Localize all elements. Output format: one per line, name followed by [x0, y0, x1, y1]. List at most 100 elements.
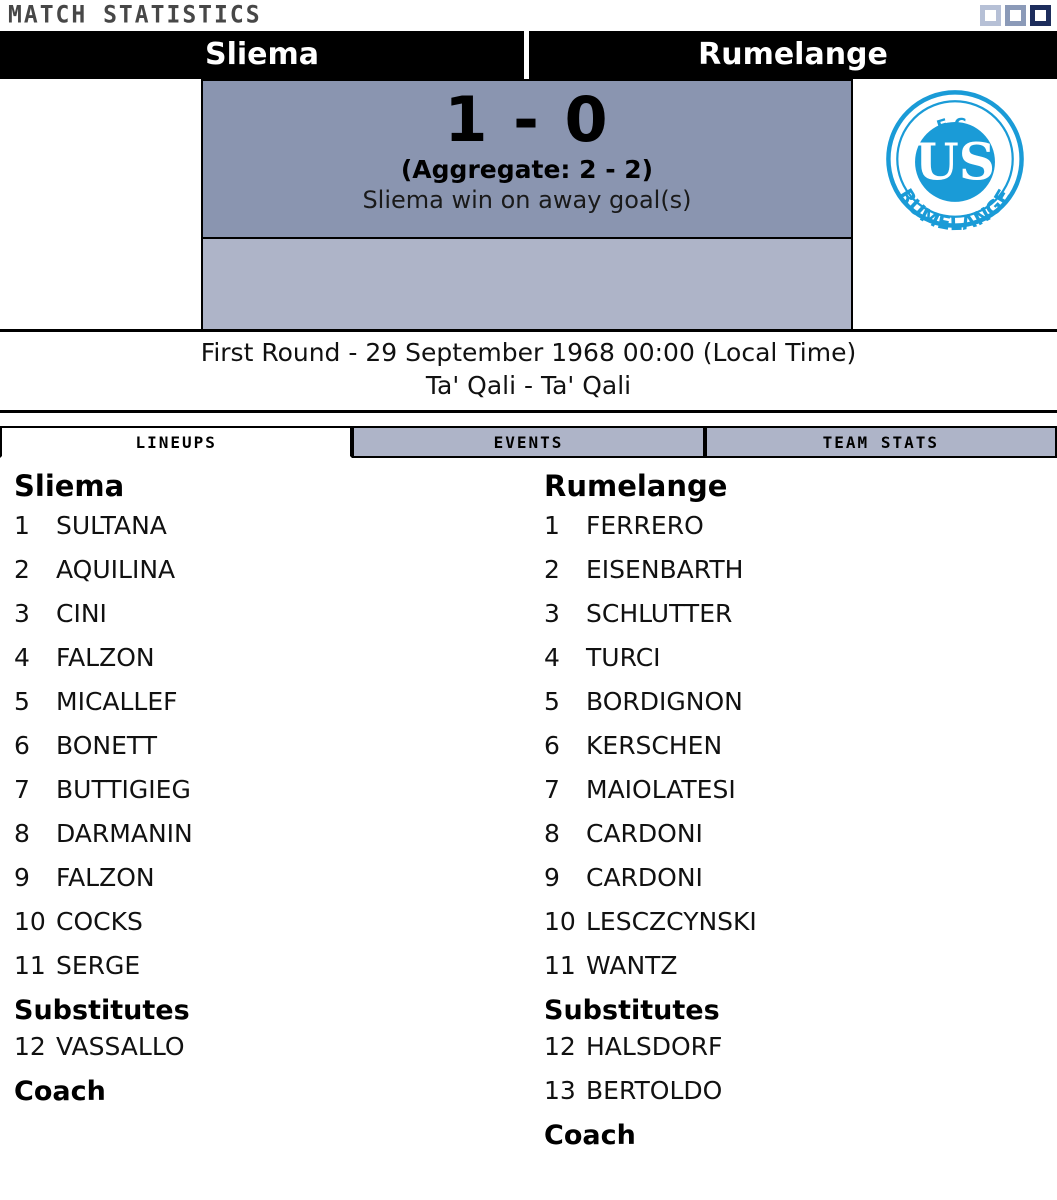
home-substitutes-heading: Substitutes [14, 995, 190, 1026]
list-item[interactable]: 6 BONETT [14, 733, 528, 758]
player-name: TURCI [586, 643, 661, 672]
home-lineup-column: Sliema 1 SULTANA 2 AQUILINA 3 CINI 4 FAL… [0, 472, 528, 1159]
player-number: 8 [14, 819, 30, 848]
player-number: 8 [544, 819, 560, 848]
player-number: 10 [544, 907, 576, 936]
list-item[interactable]: 6 KERSCHEN [544, 733, 1056, 758]
home-starters-list: 1 SULTANA 2 AQUILINA 3 CINI 4 FALZON 5 M… [14, 513, 528, 978]
home-substitutes-list: 12 VASSALLO [14, 1034, 528, 1059]
player-name: MICALLEF [56, 687, 178, 716]
player-name: EISENBARTH [586, 555, 744, 584]
list-item[interactable]: 12 HALSDORF [544, 1034, 1056, 1059]
list-item[interactable]: 9 CARDONI [544, 865, 1056, 890]
player-number: 12 [14, 1032, 46, 1061]
player-number: 2 [14, 555, 30, 584]
player-name: FALZON [56, 643, 155, 672]
player-name: HALSDORF [586, 1032, 723, 1061]
player-number: 5 [544, 687, 560, 716]
list-item[interactable]: 5 MICALLEF [14, 689, 528, 714]
tab-lineups[interactable]: LINEUPS [0, 426, 353, 458]
player-number: 10 [14, 907, 46, 936]
away-lineup-heading: Rumelange [544, 469, 728, 503]
window-controls [980, 5, 1051, 26]
list-item[interactable]: 7 BUTTIGIEG [14, 777, 528, 802]
match-round-date: First Round - 29 September 1968 00:00 (L… [200, 338, 857, 367]
player-name: CARDONI [586, 819, 703, 848]
player-number: 3 [14, 599, 30, 628]
scoreboard: 1 - 0 (Aggregate: 2 - 2) Sliema win on a… [0, 79, 1057, 329]
minimize-button[interactable] [980, 5, 1001, 26]
tab-events[interactable]: EVENTS [352, 426, 705, 458]
away-coach-heading: Coach [544, 1120, 636, 1151]
player-number: 9 [544, 863, 560, 892]
score-main: 1 - 0 (Aggregate: 2 - 2) Sliema win on a… [203, 81, 851, 239]
list-item[interactable]: 9 FALZON [14, 865, 528, 890]
away-lineup-column: Rumelange 1 FERRERO 2 EISENBARTH 3 SCHLU… [528, 472, 1056, 1159]
player-name: WANTZ [586, 951, 678, 980]
list-item[interactable]: 11 SERGE [14, 953, 528, 978]
team-name-bar: Sliema Rumelange [0, 31, 1057, 79]
player-name: FERRERO [586, 511, 704, 540]
score-panel: 1 - 0 (Aggregate: 2 - 2) Sliema win on a… [201, 79, 853, 329]
list-item[interactable]: 3 SCHLUTTER [544, 601, 1056, 626]
list-item[interactable]: 4 FALZON [14, 645, 528, 670]
player-name: CINI [56, 599, 107, 628]
tab-team-stats[interactable]: TEAM STATS [704, 426, 1057, 458]
aggregate-score: (Aggregate: 2 - 2) [400, 155, 654, 185]
list-item[interactable]: 10 LESCZCYNSKI [544, 909, 1056, 934]
maximize-button[interactable] [1005, 5, 1026, 26]
list-item[interactable]: 10 COCKS [14, 909, 528, 934]
player-number: 2 [544, 555, 560, 584]
player-number: 1 [544, 511, 560, 540]
player-name: COCKS [56, 907, 143, 936]
list-item[interactable]: 11 WANTZ [544, 953, 1056, 978]
player-name: AQUILINA [56, 555, 176, 584]
player-name: BERTOLDO [586, 1076, 723, 1105]
player-number: 5 [14, 687, 30, 716]
list-item[interactable]: 7 MAIOLATESI [544, 777, 1056, 802]
list-item[interactable]: 1 FERRERO [544, 513, 1056, 538]
lineups-panel: Sliema 1 SULTANA 2 AQUILINA 3 CINI 4 FAL… [0, 458, 1057, 1159]
player-number: 4 [14, 643, 30, 672]
list-item[interactable]: 4 TURCI [544, 645, 1056, 670]
list-item[interactable]: 8 CARDONI [544, 821, 1056, 846]
away-starters-list: 1 FERRERO 2 EISENBARTH 3 SCHLUTTER 4 TUR… [544, 513, 1056, 978]
player-name: SCHLUTTER [586, 599, 733, 628]
list-item[interactable]: 5 BORDIGNON [544, 689, 1056, 714]
away-crest-cell: F.C. RUMELANGE US [853, 79, 1057, 329]
list-item[interactable]: 8 DARMANIN [14, 821, 528, 846]
home-crest-cell [0, 79, 201, 329]
player-name: SERGE [56, 951, 141, 980]
player-number: 11 [544, 951, 576, 980]
list-item[interactable]: 2 AQUILINA [14, 557, 528, 582]
player-name: LESCZCYNSKI [586, 907, 757, 936]
player-name: MAIOLATESI [586, 775, 736, 804]
player-number: 1 [14, 511, 30, 540]
svg-text:US: US [915, 133, 995, 192]
decision-note: Sliema win on away goal(s) [362, 185, 692, 214]
away-team-name: Rumelange [529, 31, 1057, 79]
player-number: 7 [544, 775, 560, 804]
close-button[interactable] [1030, 5, 1051, 26]
score-subpanel [203, 239, 851, 329]
player-number: 4 [544, 643, 560, 672]
score-value: 1 - 0 [444, 83, 610, 156]
list-item[interactable]: 13 BERTOLDO [544, 1078, 1056, 1103]
list-item[interactable]: 2 EISENBARTH [544, 557, 1056, 582]
player-name: SULTANA [56, 511, 167, 540]
list-item[interactable]: 1 SULTANA [14, 513, 528, 538]
player-number: 11 [14, 951, 46, 980]
player-name: VASSALLO [56, 1032, 185, 1061]
player-number: 12 [544, 1032, 576, 1061]
player-number: 3 [544, 599, 560, 628]
away-substitutes-list: 12 HALSDORF 13 BERTOLDO [544, 1034, 1056, 1103]
player-name: BUTTIGIEG [56, 775, 191, 804]
match-info: First Round - 29 September 1968 00:00 (L… [0, 329, 1057, 413]
team-bar-divider [524, 31, 529, 79]
player-name: FALZON [56, 863, 155, 892]
away-substitutes-heading: Substitutes [544, 995, 720, 1026]
list-item[interactable]: 3 CINI [14, 601, 528, 626]
match-venue: Ta' Qali - Ta' Qali [425, 370, 632, 400]
list-item[interactable]: 12 VASSALLO [14, 1034, 528, 1059]
player-number: 7 [14, 775, 30, 804]
